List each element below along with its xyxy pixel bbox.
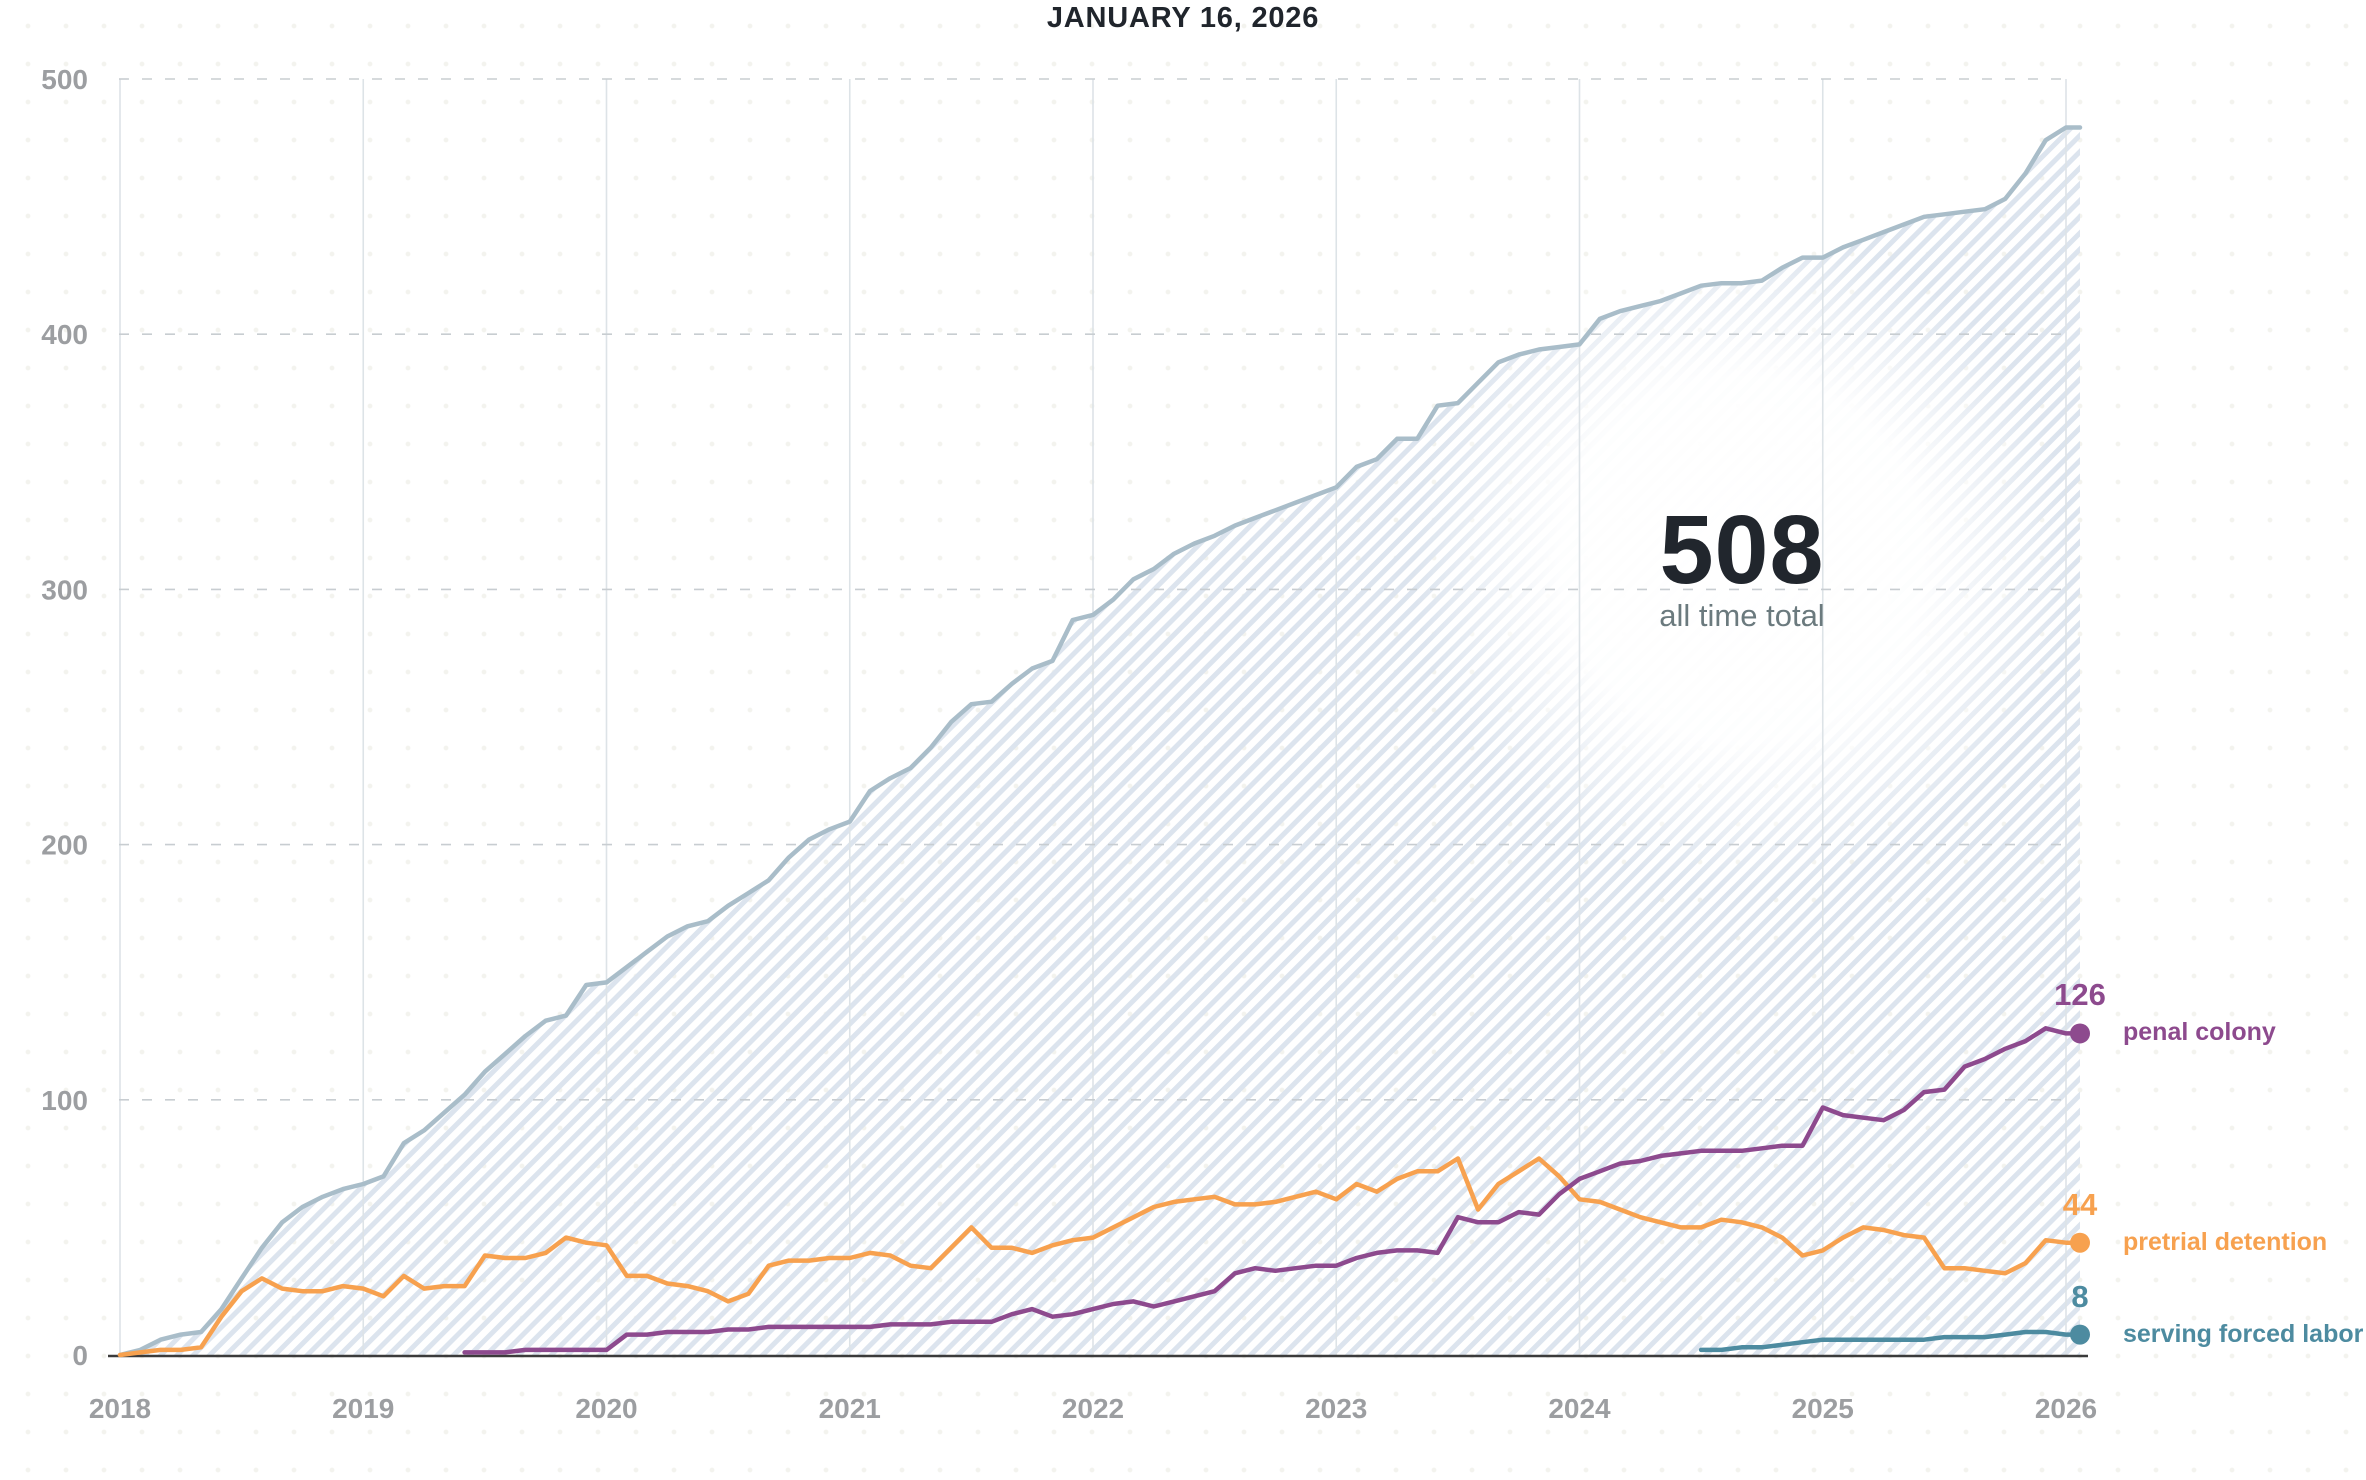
all-time-total-value: 508 xyxy=(1659,495,1825,604)
chart-title: JANUARY 16, 2026 xyxy=(1046,2,1320,34)
y-tick-label: 300 xyxy=(41,574,88,605)
x-tick-label: 2026 xyxy=(2035,1393,2097,1424)
penal-colony-end-value: 126 xyxy=(2054,977,2106,1013)
y-tick-label: 100 xyxy=(41,1085,88,1116)
x-tick-label: 2025 xyxy=(1792,1393,1854,1424)
cumulative-total-line xyxy=(117,125,2083,1358)
x-tick-label: 2018 xyxy=(89,1393,151,1424)
x-tick-label: 2023 xyxy=(1305,1393,1367,1424)
y-tick-label: 0 xyxy=(72,1340,88,1371)
annotation-glow xyxy=(1412,228,2072,888)
x-tick-label: 2020 xyxy=(575,1393,637,1424)
serving-forced-labor-end-value: 8 xyxy=(2071,1278,2089,1314)
penal-colony-label: penal colony xyxy=(2123,1018,2276,1047)
penal-colony-end-dot xyxy=(2070,1023,2090,1044)
y-tick-label: 200 xyxy=(41,830,88,861)
pretrial-detention-label: pretrial detention xyxy=(2123,1227,2328,1256)
x-tick-label: 2022 xyxy=(1062,1393,1124,1424)
serving-forced-labor-end-dot xyxy=(2070,1324,2090,1345)
series-lines xyxy=(117,125,2090,1358)
annotation-glow-circle xyxy=(1412,228,2072,888)
serving-forced-labor-label: serving forced labor xyxy=(2123,1319,2364,1348)
gridlines xyxy=(108,78,2088,1358)
pretrial-detention-end-value: 44 xyxy=(2062,1186,2098,1222)
x-tick-label: 2024 xyxy=(1548,1393,1611,1424)
pretrial-detention-line xyxy=(117,1156,2083,1358)
penal-colony-line xyxy=(462,1026,2083,1355)
x-tick-label: 2021 xyxy=(819,1393,881,1424)
y-tick-label: 400 xyxy=(41,319,88,350)
axis-tick-labels: 0 100 200 300 400 500 2018 2019 2020 2021 2022 2023… xyxy=(41,64,2097,1424)
x-tick-label: 2019 xyxy=(332,1393,394,1424)
serving-forced-labor-line xyxy=(1698,1329,2083,1353)
pretrial-detention-end-dot xyxy=(2070,1232,2090,1253)
all-time-total-caption: all time total xyxy=(1659,598,1825,633)
y-tick-label: 500 xyxy=(41,64,88,95)
